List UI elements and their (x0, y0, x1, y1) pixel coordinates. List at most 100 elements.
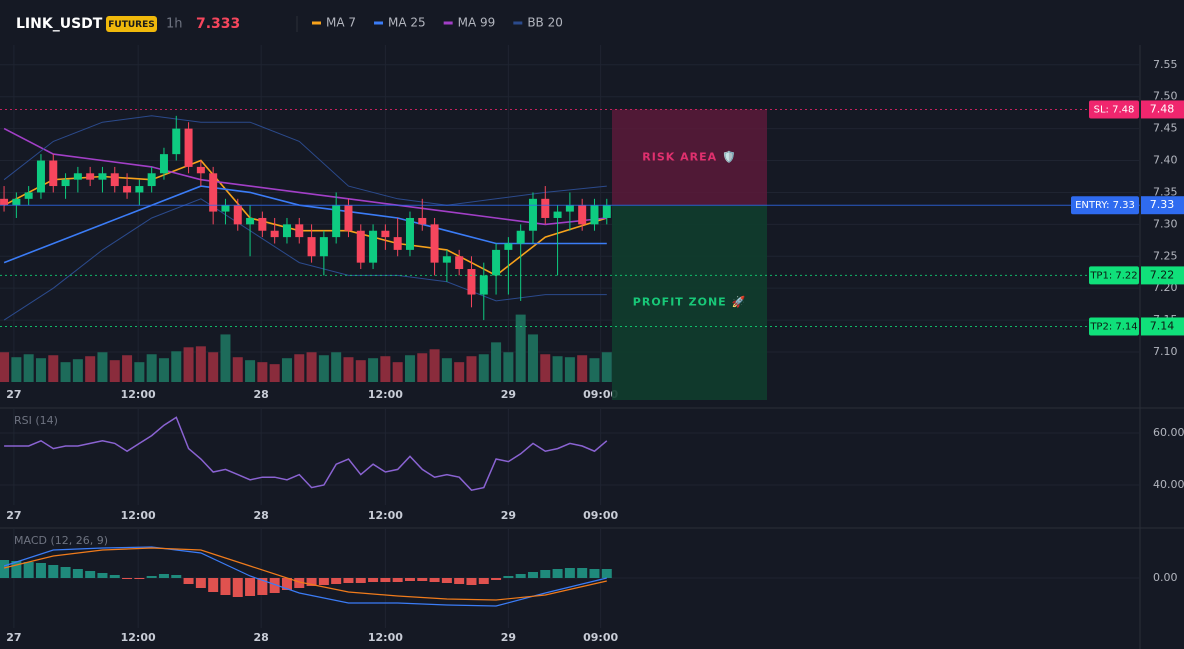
level-label: TP1: 7.22 (1089, 270, 1137, 281)
candle-body (467, 269, 476, 295)
level-tag (1089, 100, 1139, 119)
indicator-line (3, 127, 607, 226)
level-tag (1071, 196, 1139, 215)
macd-hist (269, 578, 280, 593)
macd-hist (306, 578, 317, 586)
volume-bar (355, 360, 366, 382)
candle-body (12, 198, 21, 206)
zone-label: RISK AREA 🛡️ (642, 150, 736, 163)
candle-body (0, 198, 9, 206)
macd-hist (478, 578, 489, 584)
candle-body (602, 205, 611, 218)
volume-bar (380, 356, 391, 382)
volume-bar (134, 362, 145, 382)
x-tick-label: 29 (501, 388, 516, 401)
candle-body (135, 186, 144, 193)
x-tick-label: 28 (253, 631, 268, 644)
macd-hist (220, 578, 231, 595)
volume-bar (245, 360, 256, 382)
macd-hist (85, 571, 96, 578)
macd-hist (466, 578, 477, 585)
volume-bar (294, 354, 305, 382)
volume-bar (601, 352, 612, 382)
candle-body (356, 230, 365, 263)
macd-hist (11, 561, 22, 578)
y-tick-label: 7.10 (1153, 345, 1178, 358)
legend-label: MA 7 (326, 16, 356, 30)
volume-bar (269, 364, 280, 382)
volume-bar (208, 352, 219, 382)
volume-bar (195, 346, 206, 382)
macd-hist (245, 578, 256, 596)
macd-hist (318, 578, 329, 585)
price-tag-label: 7.22 (1150, 268, 1175, 281)
candle-body (49, 160, 58, 187)
volume-bar (232, 357, 243, 382)
volume-bar (331, 352, 342, 382)
candle-body (492, 249, 501, 276)
macd-hist (171, 575, 182, 578)
volume-bar (503, 352, 514, 382)
candle-body (590, 205, 599, 225)
level-label: ENTRY: 7.33 (1075, 200, 1135, 211)
x-tick-label: 12:00 (121, 509, 156, 522)
candle-body (430, 224, 439, 263)
volume-bar (97, 352, 108, 382)
candle-body (159, 154, 168, 174)
volume-bar (577, 355, 588, 382)
macd-hist (392, 578, 403, 582)
legend-label: BB 20 (527, 16, 563, 30)
candle-body (295, 224, 304, 238)
candle-body (270, 230, 279, 238)
candle-body (565, 205, 574, 212)
volume-bar (417, 353, 428, 382)
x-tick-label: 27 (6, 509, 21, 522)
candle-body (479, 275, 488, 295)
volume-bar (171, 351, 182, 382)
candle-body (332, 205, 341, 238)
volume-bar (318, 355, 329, 382)
price-tag-label: 7.48 (1150, 102, 1175, 115)
volume-bar (146, 354, 157, 382)
volume-bar (257, 362, 268, 382)
macd-hist (0, 560, 10, 578)
legend-label: MA 99 (458, 16, 496, 30)
macd-hist (355, 578, 366, 583)
volume-bar (281, 358, 292, 382)
candle-body (369, 230, 378, 263)
macd-hist (23, 562, 34, 578)
macd-hist (146, 576, 157, 578)
macd-line (3, 546, 607, 607)
x-tick-label: 28 (253, 509, 268, 522)
candle-body (393, 237, 402, 250)
x-tick-label: 29 (501, 509, 516, 522)
candle-body (504, 243, 513, 250)
x-tick-label: 09:00 (583, 631, 618, 644)
macd-hist (60, 567, 71, 578)
volume-bar (441, 358, 452, 382)
macd-hist (540, 570, 551, 578)
volume-bar (368, 358, 379, 382)
price-tag (1141, 100, 1184, 119)
badge-bg (106, 16, 157, 32)
macd-hist (491, 578, 502, 580)
candle-body (258, 217, 267, 231)
y-tick-label: 7.50 (1153, 90, 1178, 103)
volume-bar (11, 357, 22, 382)
candle-body (73, 173, 82, 180)
volume-bar (478, 354, 489, 382)
x-tick-label: 28 (253, 388, 268, 401)
indicator-line (3, 198, 607, 321)
macd-hist (281, 578, 292, 590)
volume-bar (306, 352, 317, 382)
volume-bar (343, 357, 354, 382)
macd-hist (97, 573, 108, 578)
volume-bar (564, 357, 575, 382)
macd-line (3, 547, 607, 601)
volume-bar (220, 334, 231, 382)
volume-bar (183, 347, 194, 382)
level-label: SL: 7.48 (1094, 104, 1135, 115)
volume-bar (404, 355, 415, 382)
candle-body (196, 166, 205, 174)
